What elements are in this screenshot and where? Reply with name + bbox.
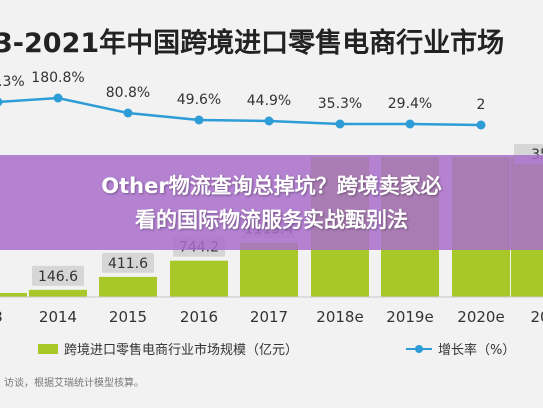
- bar: [99, 276, 157, 297]
- x-tick-label: 2016: [180, 308, 218, 326]
- x-tick-label: 20: [530, 308, 543, 326]
- bar: [240, 242, 298, 297]
- growth-line: [0, 96, 482, 127]
- legend-bar-swatch: [38, 344, 58, 354]
- growth-label: 49.6%: [177, 92, 221, 108]
- bar-label-box: [102, 252, 154, 273]
- growth-point: [264, 116, 274, 126]
- bar: [0, 293, 27, 297]
- growth-point: [405, 119, 415, 129]
- legend-bar-label: 跨境进口零售电商行业市场规模（亿元）: [64, 342, 298, 358]
- growth-label: 180.8%: [31, 70, 84, 86]
- growth-label: 145.3%: [0, 74, 25, 90]
- legend-line-label: 增长率（%）: [438, 342, 515, 358]
- growth-point: [0, 97, 3, 107]
- x-tick-label: 2014: [39, 308, 77, 326]
- x-tick-label: 2018e: [316, 308, 363, 326]
- chart-title: 3-2021年中国跨境进口零售电商行业市场: [0, 27, 504, 59]
- headline-text: Other物流查询总掉坑？跨境卖家必看的国际物流服务实战甄别法: [101, 173, 442, 232]
- x-tick-label: 2019e: [386, 308, 433, 326]
- growth-point: [476, 120, 486, 130]
- growth-point: [335, 119, 345, 129]
- growth-label: 44.9%: [247, 93, 291, 109]
- source-note: 访谈，根据艾瑞统计模型核算。: [4, 376, 144, 389]
- headline-banner: Other物流查询总掉坑？跨境卖家必看的国际物流服务实战甄别法: [0, 155, 543, 250]
- growth-point: [53, 93, 63, 103]
- legend-line-marker: [415, 345, 423, 353]
- bar: [29, 289, 87, 297]
- bar-value-label: 146.6: [38, 269, 78, 285]
- growth-label: 2: [477, 97, 486, 113]
- growth-label: 80.8%: [106, 85, 150, 101]
- x-tick-layer: 3 2014 2015 2016 2017 2018e 2019e 2020e 20: [0, 308, 543, 326]
- legend: 跨境进口零售电商行业市场规模（亿元） 增长率（%）: [38, 342, 515, 358]
- bar-label-box: [32, 265, 84, 286]
- growth-point: [194, 115, 204, 125]
- x-tick-label: 2017: [250, 308, 288, 326]
- growth-label: 29.4%: [388, 96, 432, 112]
- x-tick-label: 3: [0, 308, 3, 326]
- x-tick-label: 2020e: [457, 308, 504, 326]
- growth-label: 35.3%: [318, 96, 362, 112]
- x-tick-label: 2015: [109, 308, 147, 326]
- growth-point: [123, 108, 133, 118]
- growth-line-layer: 145.3% 180.8% 80.8% 49.6% 44.9% 35.3% 29.4% 2: [0, 70, 486, 130]
- bar-value-label: 411.6: [108, 256, 148, 272]
- bar: [170, 260, 228, 297]
